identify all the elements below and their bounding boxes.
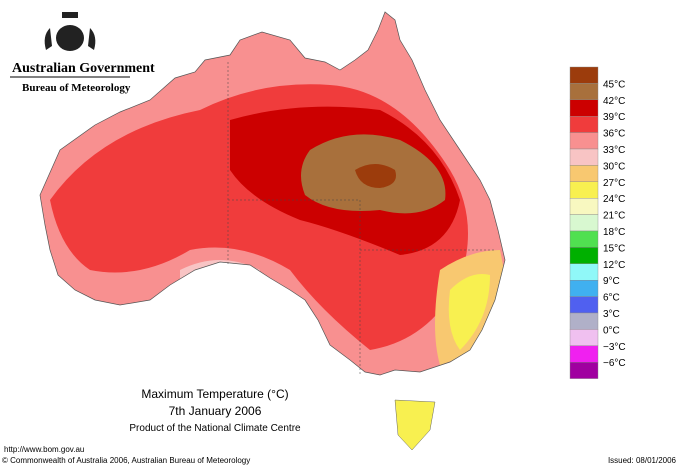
legend-swatch	[569, 280, 599, 297]
legend-swatch	[569, 263, 599, 281]
legend-label: 27°C	[603, 178, 625, 189]
map-product: Product of the National Climate Centre	[129, 423, 301, 434]
legend-swatch	[569, 362, 599, 379]
legend-label: 39°C	[603, 112, 625, 123]
legend-label: 18°C	[603, 227, 625, 238]
legend-swatch	[569, 165, 599, 182]
tasmania	[394, 399, 436, 451]
legend-label: 45°C	[603, 79, 625, 90]
legend-swatch	[569, 296, 599, 314]
legend-swatch	[569, 132, 599, 150]
legend-label: 6°C	[603, 293, 620, 304]
coastline	[39, 11, 506, 376]
state-borders	[227, 62, 495, 375]
legend-label: −6°C	[603, 358, 626, 369]
map-title: Maximum Temperature (°C)	[141, 387, 288, 401]
legend-swatch	[569, 83, 599, 101]
legend-swatch	[569, 66, 599, 84]
legend-swatch	[569, 148, 599, 166]
legend-label: 21°C	[603, 211, 625, 222]
legend-swatch	[569, 312, 599, 330]
map-date: 7th January 2006	[169, 404, 262, 418]
legend-swatch	[569, 197, 599, 215]
legend-label: 42°C	[603, 96, 625, 107]
legend-swatch	[569, 230, 599, 248]
legend-label: 12°C	[603, 260, 625, 271]
agency-name: Bureau of Meteorology	[22, 82, 131, 94]
legend-swatch	[569, 99, 599, 117]
legend-label: 3°C	[603, 309, 620, 320]
legend-label: 9°C	[603, 276, 620, 287]
legend-swatch	[569, 247, 599, 264]
footer-url: http://www.bom.gov.au	[4, 445, 84, 454]
legend-swatch	[569, 345, 599, 363]
footer-issued: Issued: 08/01/2006	[608, 456, 677, 465]
legend: 45°C 42°C 39°C 36°C 33°C 30°C 27°C 24°C 21°C 18°C…	[569, 66, 626, 379]
legend-swatch	[569, 214, 599, 232]
legend-label: 30°C	[603, 161, 625, 172]
legend-swatch	[569, 115, 599, 133]
legend-label: 0°C	[603, 325, 620, 336]
legend-label: 36°C	[603, 129, 625, 140]
legend-swatch	[569, 181, 599, 199]
footer-copyright: © Commonwealth of Australia 2006, Austra…	[2, 456, 250, 465]
legend-label: 15°C	[603, 243, 625, 254]
legend-label: −3°C	[603, 342, 626, 353]
legend-label: 33°C	[603, 145, 625, 156]
government-name: Australian Government	[12, 61, 155, 76]
legend-swatch	[569, 329, 599, 346]
coat-of-arms	[44, 12, 96, 51]
legend-label: 24°C	[603, 194, 625, 205]
